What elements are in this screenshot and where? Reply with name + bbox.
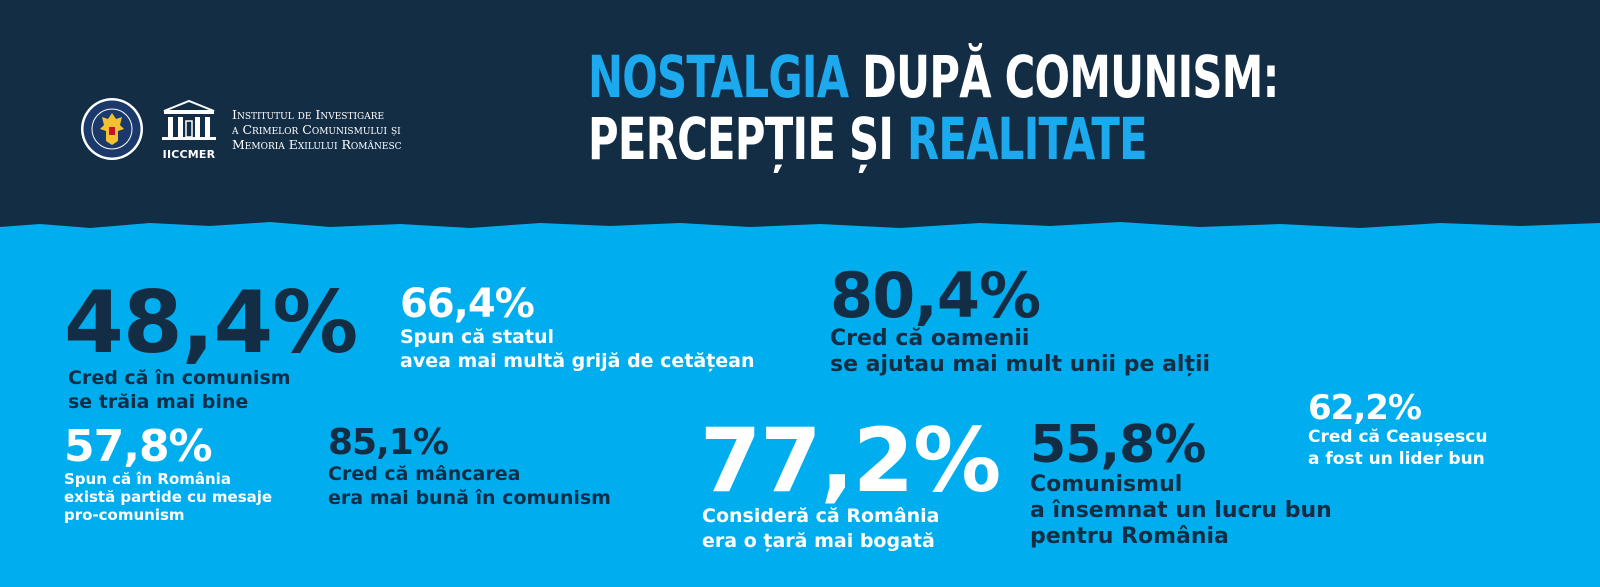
institute-name-line: Memoria Exilului Românesc (232, 136, 402, 152)
logo-abbreviation: IICCMER (162, 148, 216, 161)
stat-caption-line: Consideră că România (702, 505, 940, 527)
title-line-2: PERCEPȚIE ȘI REALITATE (588, 108, 1279, 170)
title-line-1: NOSTALGIA DUPĂ COMUNISM: (588, 46, 1279, 108)
stat-caption-line: Spun că statul (400, 326, 554, 348)
institute-name-line: Institutul de Investigare (232, 106, 385, 122)
stat-percent: 66,4% (400, 281, 535, 327)
title-highlight: NOSTALGIA (588, 43, 849, 111)
stat-percent: 48,4% (64, 273, 358, 373)
stat-percent: 80,4% (830, 259, 1041, 332)
stat-caption-line: a însemnat un lucru bun (1030, 498, 1332, 523)
institute-name: Institutul de Investigare a Crimelor Com… (232, 107, 402, 152)
stat-percent: 55,8% (1030, 415, 1206, 475)
government-seal-icon (81, 98, 143, 160)
stat-percent: 77,2% (700, 409, 1001, 512)
stat-caption-line: Cred că Ceaușescu (1308, 427, 1488, 447)
stat-caption-line: pro-comunism (64, 506, 185, 524)
stat-caption-line: era mai bună în comunism (328, 487, 611, 509)
stat-card: 85,1% Cred că mâncarea era mai bună în c… (328, 424, 611, 510)
stat-caption-line: a fost un lider bun (1308, 449, 1485, 469)
title-text: PERCEPȚIE ȘI (588, 105, 894, 173)
stat-card: 80,4% Cred că oamenii se ajutau mai mult… (830, 259, 1211, 378)
stat-card: 66,4% Spun că statul avea mai multă grij… (400, 283, 755, 373)
stat-caption-line: era o țară mai bogată (702, 530, 935, 552)
building-icon (162, 99, 216, 140)
stat-card: 57,8% Spun că în România există partide … (64, 421, 273, 525)
stat-card: 55,8% Comunismul a însemnat un lucru bun… (1030, 418, 1332, 550)
title-text: DUPĂ COMUNISM: (862, 43, 1279, 111)
stat-caption-line: există partide cu mesaje (64, 488, 273, 506)
stat-caption-line: Cred că oamenii (830, 326, 1030, 351)
stat-caption-line: se trăia mai bine (68, 391, 249, 413)
stat-card: 62,2% Cred că Ceaușescu a fost un lider … (1308, 390, 1487, 470)
torn-edge-divider (0, 222, 1600, 255)
stat-caption-line: avea mai multă grijă de cetățean (400, 350, 755, 372)
stat-caption-line: se ajutau mai mult unii pe alții (830, 352, 1211, 377)
stat-caption-line: pentru România (1030, 524, 1229, 549)
iiccmer-logo: IICCMER (156, 97, 222, 161)
page-title: NOSTALGIA DUPĂ COMUNISM: PERCEPȚIE ȘI RE… (588, 46, 1279, 170)
stat-caption-line: Comunismul (1030, 472, 1183, 497)
stat-percent: 85,1% (328, 422, 449, 463)
header-banner (0, 0, 1600, 240)
logo-block: IICCMER Institutul de Investigare a Crim… (80, 96, 402, 162)
stat-percent: 57,8% (64, 421, 213, 472)
institute-name-line: a Crimelor Comunismului și (232, 121, 401, 137)
stat-percent: 62,2% (1308, 388, 1422, 428)
stat-card: 48,4% Cred că în comunism se trăia mai b… (64, 273, 358, 414)
stat-card: 77,2% Consideră că România era o țară ma… (700, 409, 1001, 554)
stat-caption-line: Cred că mâncarea (328, 463, 521, 485)
title-highlight: REALITATE (906, 105, 1148, 173)
stat-caption-line: Cred că în comunism (68, 367, 291, 389)
stat-caption-line: Spun că în România (64, 470, 231, 488)
